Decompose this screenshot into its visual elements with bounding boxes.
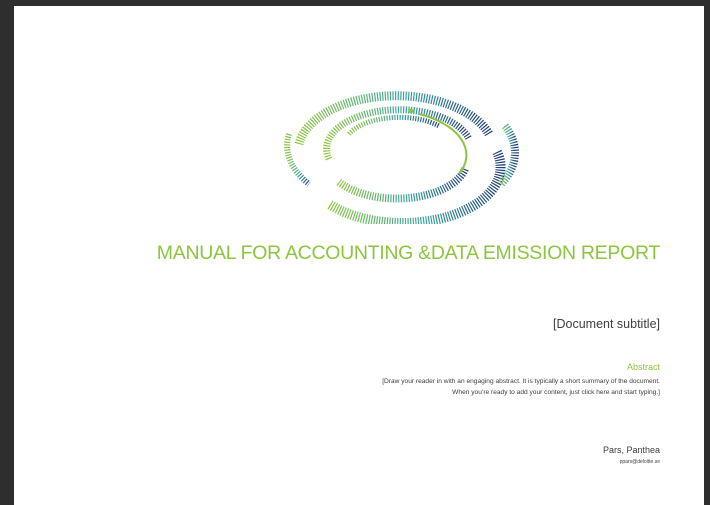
abstract-heading: Abstract [627, 362, 660, 372]
logo [269, 74, 529, 224]
document-page: MANUAL FOR ACCOUNTING &DATA EMISSION REP… [14, 6, 704, 505]
title: MANUAL FOR ACCOUNTING &DATA EMISSION REP… [157, 242, 660, 265]
abstract-line: When you’re ready to add your content, j… [452, 389, 660, 396]
abstract-line: [Draw your reader in with an engaging ab… [382, 378, 660, 385]
author-name: Pars, Panthea [603, 445, 660, 455]
screen: MANUAL FOR ACCOUNTING &DATA EMISSION REP… [0, 0, 710, 505]
subtitle: [Document subtitle] [553, 317, 660, 331]
author-email: ppars@deloitte.se [620, 459, 660, 465]
